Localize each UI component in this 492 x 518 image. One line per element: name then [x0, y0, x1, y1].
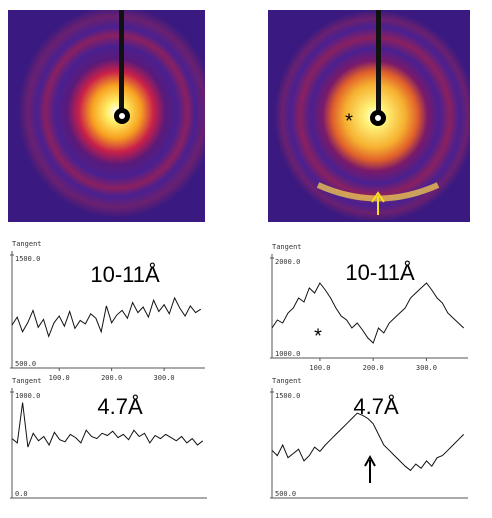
- y-axis-label: Tangent: [272, 243, 302, 251]
- chart-title: 4.7Å: [97, 394, 143, 419]
- x-tick-label: 100.0: [49, 374, 70, 382]
- y-axis-label: Tangent: [272, 377, 302, 385]
- x-tick-label: 100.0: [309, 364, 330, 372]
- annotation: *: [314, 325, 322, 347]
- plot-arrow: [364, 454, 376, 483]
- x-tick-label: 200.0: [363, 364, 384, 372]
- diffraction-image-left: [8, 10, 205, 222]
- chart-title: 10-11Å: [90, 262, 160, 287]
- y-tick-label: 1000.0: [15, 392, 40, 400]
- trace: [11, 296, 202, 338]
- x-tick-label: 300.0: [154, 374, 175, 382]
- y-tick-label: 1000.0: [275, 350, 300, 358]
- x-tick-label: 200.0: [101, 374, 122, 382]
- y-axis-label: Tangent: [12, 240, 42, 248]
- image-annotation: *: [345, 110, 353, 132]
- y-tick-label: 0.0: [15, 490, 28, 498]
- chart-title: 4.7Å: [353, 394, 399, 419]
- y-tick-label: 500.0: [275, 490, 296, 498]
- trace: [11, 402, 204, 448]
- chart-title: 10-11Å: [345, 260, 415, 285]
- diffraction-image-right: *: [268, 10, 470, 222]
- y-tick-label: 1500.0: [15, 255, 40, 263]
- y-tick-label: 500.0: [15, 360, 36, 368]
- y-tick-label: 1500.0: [275, 392, 300, 400]
- y-axis-label: Tangent: [12, 377, 42, 385]
- trace: [271, 282, 465, 344]
- trace: [271, 412, 465, 472]
- y-tick-label: 2000.0: [275, 258, 300, 266]
- x-tick-label: 300.0: [416, 364, 437, 372]
